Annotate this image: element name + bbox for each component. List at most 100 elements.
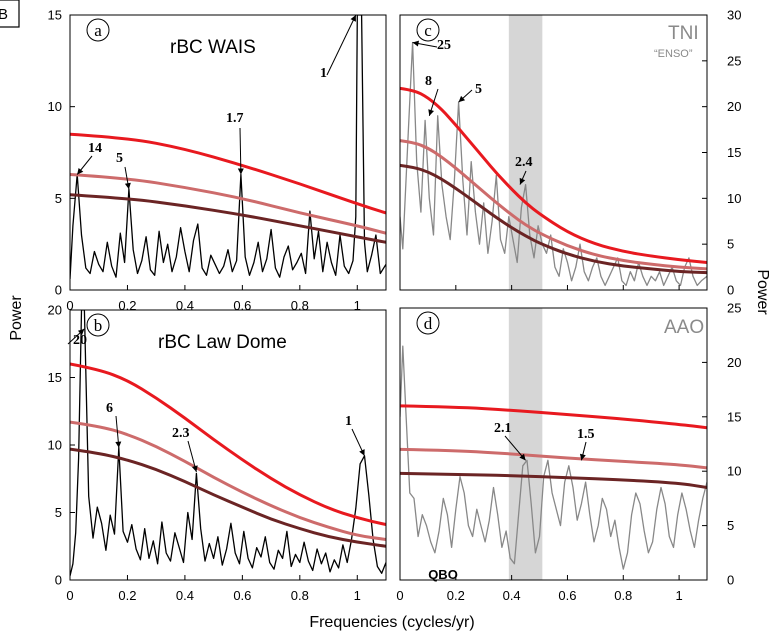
panel-d-x-tick-label: 0.8: [614, 588, 632, 603]
panel-b-y-tick-label: 15: [48, 370, 62, 385]
left-axis-title: Power: [8, 295, 25, 341]
panel-b-y-tick-label: 10: [48, 438, 62, 453]
panel-c-subtitle: “ENSO”: [654, 48, 693, 60]
panel-a-peak-annotation: 14: [88, 141, 102, 156]
panel-a-annotation-arrow: [326, 14, 357, 76]
panel-d-frame: [399, 307, 708, 581]
panel-a-arrowhead: [77, 167, 84, 175]
panel-c-title: TNI: [668, 23, 699, 44]
panel-b-letter-circle: [86, 313, 110, 337]
panel-d-x-tick-label: 0.4: [503, 588, 521, 603]
panel-a-arrowhead: [237, 168, 244, 175]
panel-d-x-tick-label: 1: [675, 588, 682, 603]
panel-d-ci-low-curve: [400, 471, 707, 489]
panel-b-x-tick-label: 0.2: [118, 588, 136, 603]
panel-b-x-tick-label: 0.4: [176, 588, 194, 603]
panel-a-annotation-arrow: [239, 127, 242, 175]
panel-b-spectrum-line: [70, 310, 386, 577]
panel-a-y-tick-label: 15: [48, 8, 62, 23]
panel-b-x-tick-label: 0.6: [233, 588, 251, 603]
panel-a-peak-annotation: 1: [320, 66, 327, 81]
panel-b-letter: b: [94, 316, 103, 335]
right-axis-title: Power: [754, 269, 771, 315]
panel-c-peak-annotation: 5: [475, 82, 482, 97]
panel-d-peak-annotation: 2.1: [494, 421, 512, 436]
figure-label: B: [0, 6, 8, 23]
panel-b-y-tick-label: 0: [55, 573, 62, 588]
panel-a-letter-circle: [86, 18, 110, 42]
x-axis-title: Frequencies (cycles/yr): [309, 614, 474, 631]
panel-b-arrowhead: [77, 328, 85, 336]
panel-a-peak-annotation: 1.7: [226, 111, 244, 126]
panel-c: 0 5 10 15 20 25 30 c 25 8 5 2.4: [399, 8, 741, 298]
panel-a-y-tick-label: 5: [55, 191, 62, 206]
panel-b-y-tick-label: 5: [55, 505, 62, 520]
panel-c-y-tick-label: 15: [727, 145, 741, 160]
panel-d-y-tick-label: 25: [727, 301, 741, 316]
panel-c-y-tick-label: 10: [727, 191, 741, 206]
panel-c-y-tick-label: 20: [727, 99, 741, 114]
panel-b-title: rBC Law Dome: [158, 332, 287, 353]
panel-d-y-tick-label: 5: [727, 518, 734, 533]
panel-b-x-tick-label: 0: [66, 588, 73, 603]
panel-c-y-tick-label: 30: [727, 8, 741, 23]
panel-c-peak-annotation: 25: [437, 38, 451, 53]
panel-d-letter-circle: [416, 311, 440, 335]
panel-a-frame: [69, 14, 387, 291]
panel-c-ci-high-curve: [400, 86, 707, 264]
panel-a-ci-mid-curve: [70, 173, 386, 235]
panel-d-arrowhead: [579, 453, 586, 461]
panel-b-arrowhead: [115, 441, 122, 448]
panel-c-letter-circle: [416, 18, 440, 42]
figure-label-box: [0, 0, 20, 28]
qbo-label: QBO: [428, 567, 458, 582]
panel-a-letter: a: [94, 21, 102, 40]
panel-d-y-tick-label: 15: [727, 409, 741, 424]
panel-d-title: AAO: [664, 317, 704, 338]
panel-c-ci-mid-curve: [400, 139, 707, 271]
panel-a-arrowhead: [124, 182, 131, 190]
panel-d-ci-mid-curve: [400, 447, 707, 470]
panel-b-ci-low-curve: [70, 447, 386, 548]
panel-a: 0 5 10 15 0 0.2 0.4 0.6 0.8 1 a 14 5 1.7 1: [48, 8, 387, 313]
panel-a-x-tick-label: 1: [354, 298, 361, 313]
panel-c-y-tick-label: 0: [727, 283, 734, 298]
panel-d-x-tick-label: 0: [396, 588, 403, 603]
panel-a-x-tick-label: 0.4: [176, 298, 194, 313]
panel-a-ci-low-curve: [70, 193, 386, 244]
panel-a-arrowhead: [350, 15, 356, 22]
panel-d-letter: d: [424, 314, 433, 333]
panel-c-ci-low-curve: [400, 163, 707, 275]
panel-d: 0 5 10 15 20 25 0 0.2 0.4 0.6 0.8 1 d 2.1 1.5: [396, 301, 741, 604]
panel-c-arrowhead: [412, 40, 420, 47]
panel-b-ci-high-curve: [70, 362, 386, 527]
panel-b-x-tick-label: 1: [354, 588, 361, 603]
panel-a-peak-annotation: 5: [116, 151, 123, 166]
panel-b-arrowhead: [191, 465, 198, 472]
panel-a-title: rBC WAIS: [170, 37, 256, 58]
panel-c-y-tick-label: 5: [727, 237, 734, 252]
panel-c-peak-annotation: 8: [425, 74, 432, 89]
panel-c-peak-annotation: 2.4: [515, 155, 533, 170]
panel-d-y-tick-label: 20: [727, 355, 741, 370]
panel-d-arrowhead: [519, 453, 526, 461]
panel-d-ci-high-curve: [400, 404, 707, 430]
panel-c-arrowhead: [458, 95, 466, 103]
panel-a-x-tick-label: 0.2: [118, 298, 136, 313]
panel-c-arrowhead: [428, 109, 435, 116]
panel-a-spectrum-line: [70, 15, 386, 280]
panel-a-ci-high-curve: [70, 132, 386, 215]
panel-c-spectrum-line: [400, 41, 707, 287]
panel-d-x-tick-label: 0.2: [447, 588, 465, 603]
panel-c-y-tick-label: 25: [727, 53, 741, 68]
panel-d-y-tick-label: 10: [727, 464, 741, 479]
panel-d-x-tick-label: 0.6: [558, 588, 576, 603]
panel-a-y-tick-label: 0: [55, 283, 62, 298]
panel-b-peak-annotation: 20: [73, 333, 87, 348]
panel-d-qbo-band: [508, 308, 543, 580]
panel-a-x-tick-label: 0: [66, 298, 73, 313]
panel-d-peak-annotation: 1.5: [577, 427, 595, 442]
panel-b: 0 5 10 15 20 0 0.2 0.4 0.6 0.8 1 b 20 6 2.3 1: [48, 303, 387, 603]
panel-a-x-tick-label: 0.6: [233, 298, 251, 313]
panel-d-y-tick-label: 0: [727, 573, 734, 588]
